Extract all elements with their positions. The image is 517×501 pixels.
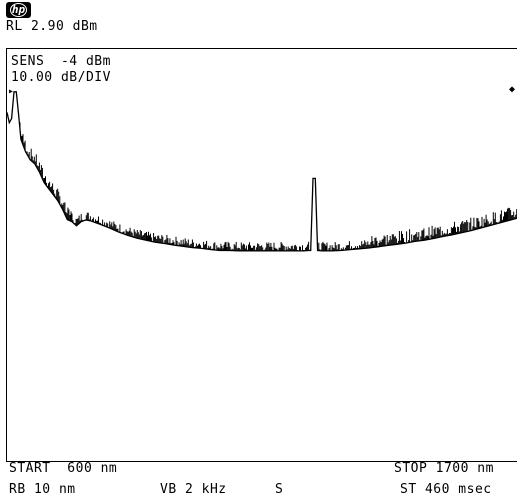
stop-wavelength: STOP 1700 nm [394,461,494,476]
ref-marker-right-icon: ◆ [509,84,516,95]
ref-marker-left-icon: ▸ [8,86,15,97]
spectrum-trace [7,91,517,252]
resolution-bandwidth: RB 10 nm [9,482,76,497]
sweep-time: ST 460 msec [400,482,492,497]
video-bandwidth: VB 2 kHz [160,482,227,497]
ref-level-readout: RL 2.90 dBm [6,19,98,34]
status-flag: S [275,482,284,497]
trace-display: SENS -4 dBm 10.00 dB/DIV ▸ ◆ [6,48,517,462]
hp-logo: hp [6,2,31,18]
scale-readout: 10.00 dB/DIV [11,70,111,85]
start-wavelength: START 600 nm [9,461,118,476]
sensitivity-readout: SENS -4 dBm [11,54,111,69]
